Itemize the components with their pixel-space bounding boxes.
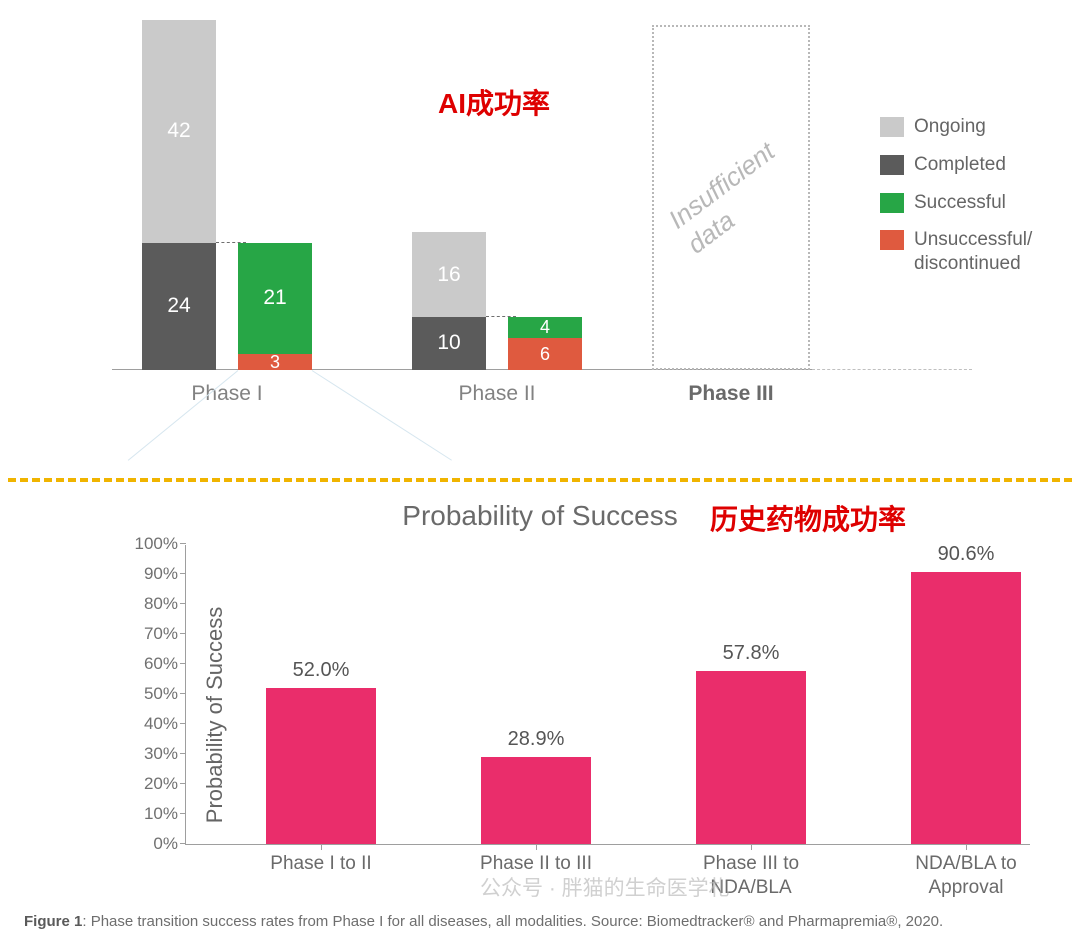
- bar-value-label: 57.8%: [723, 642, 780, 665]
- legend-item: Completed: [880, 153, 1064, 177]
- phase3-insufficient-box: Insufficientdata: [652, 25, 810, 370]
- phase-label: Phase III: [688, 382, 773, 412]
- top-x-axis-extension: [812, 369, 972, 370]
- insufficient-data-text: Insufficientdata: [663, 135, 800, 259]
- bar-segment: 10: [412, 317, 486, 370]
- caption-text: : Phase transition success rates from Ph…: [82, 913, 943, 930]
- bar-segment: 16: [412, 232, 486, 317]
- x-tick-mark: [321, 844, 322, 850]
- main-bar: 2442: [142, 20, 216, 370]
- bottom-plot-area: 0%10%20%30%40%50%60%70%80%90%100%52.0%Ph…: [185, 545, 1030, 845]
- sub-bar: 321: [238, 243, 312, 370]
- probability-bar: 90.6%: [911, 572, 1021, 844]
- legend-label: Successful: [914, 191, 1006, 215]
- legend-item: Ongoing: [880, 115, 1064, 139]
- y-tick-label: 0%: [126, 834, 178, 854]
- legend-swatch: [880, 155, 904, 175]
- x-tick-mark: [751, 844, 752, 850]
- x-tick-mark: [536, 844, 537, 850]
- connector-dash: [486, 316, 516, 317]
- y-tick-label: 40%: [126, 714, 178, 734]
- y-tick-label: 100%: [126, 534, 178, 554]
- bar-segment: 42: [142, 20, 216, 243]
- bottom-title-text: Probability of Success: [402, 500, 677, 531]
- probability-bar: 28.9%: [481, 757, 591, 844]
- figure-caption: Figure 1: Phase transition success rates…: [24, 913, 943, 930]
- y-tick-mark: [180, 843, 186, 844]
- bar-segment: 24: [142, 243, 216, 370]
- bottom-chart-title: Probability of Success: [0, 500, 1080, 532]
- bottom-chart: Probability of Success 0%10%20%30%40%50%…: [90, 545, 1050, 885]
- watermark: 公众号 · 胖猫的生命医学札: [480, 872, 730, 902]
- projection-line: [312, 370, 453, 461]
- y-tick-mark: [180, 723, 186, 724]
- y-tick-label: 30%: [126, 744, 178, 764]
- legend-swatch: [880, 230, 904, 250]
- x-tick-label: NDA/BLA toApproval: [915, 852, 1016, 900]
- main-bar: 1016: [412, 232, 486, 370]
- phase-group: 101664Phase II: [412, 20, 582, 370]
- y-tick-mark: [180, 813, 186, 814]
- phase-label: Phase II: [458, 382, 535, 406]
- section-divider: [8, 478, 1072, 482]
- bar-value-label: 52.0%: [293, 659, 350, 682]
- probability-bar: 52.0%: [266, 688, 376, 844]
- y-tick-mark: [180, 633, 186, 634]
- legend-item: Unsuccessful/ discontinued: [880, 228, 1064, 276]
- y-tick-label: 50%: [126, 684, 178, 704]
- bar-value-label: 90.6%: [938, 543, 995, 566]
- phase-label: Phase I: [191, 382, 262, 406]
- bar-segment: 3: [238, 354, 312, 370]
- x-tick-mark: [966, 844, 967, 850]
- legend-label: Unsuccessful/ discontinued: [914, 228, 1064, 276]
- historical-success-rate-annotation: 历史药物成功率: [710, 498, 906, 538]
- y-tick-label: 10%: [126, 804, 178, 824]
- legend-label: Completed: [914, 153, 1006, 177]
- y-tick-mark: [180, 663, 186, 664]
- legend-swatch: [880, 193, 904, 213]
- y-tick-mark: [180, 753, 186, 754]
- y-tick-mark: [180, 783, 186, 784]
- y-tick-mark: [180, 693, 186, 694]
- y-tick-label: 20%: [126, 774, 178, 794]
- ai-success-rate-annotation: AI成功率: [438, 82, 550, 122]
- y-tick-mark: [180, 543, 186, 544]
- y-tick-label: 90%: [126, 564, 178, 584]
- sub-bar: 64: [508, 317, 582, 370]
- y-tick-mark: [180, 603, 186, 604]
- bar-segment: 21: [238, 243, 312, 354]
- bar-value-label: 28.9%: [508, 728, 565, 751]
- bar-segment: 4: [508, 317, 582, 338]
- bar-segment: 6: [508, 338, 582, 370]
- legend-item: Successful: [880, 191, 1064, 215]
- y-tick-mark: [180, 573, 186, 574]
- connector-dash: [216, 242, 246, 243]
- caption-bold: Figure 1: [24, 913, 82, 930]
- legend: Ongoing Completed Successful Unsuccessful/ …: [880, 115, 1064, 290]
- x-tick-label: Phase I to II: [270, 852, 371, 876]
- y-tick-label: 70%: [126, 624, 178, 644]
- phase-group: 2442321Phase I: [142, 20, 312, 370]
- y-tick-label: 80%: [126, 594, 178, 614]
- probability-bar: 57.8%: [696, 671, 806, 844]
- y-tick-label: 60%: [126, 654, 178, 674]
- top-plot-area: 2442321Phase I101664Phase IIInsufficient…: [112, 20, 812, 370]
- legend-swatch: [880, 117, 904, 137]
- legend-label: Ongoing: [914, 115, 986, 139]
